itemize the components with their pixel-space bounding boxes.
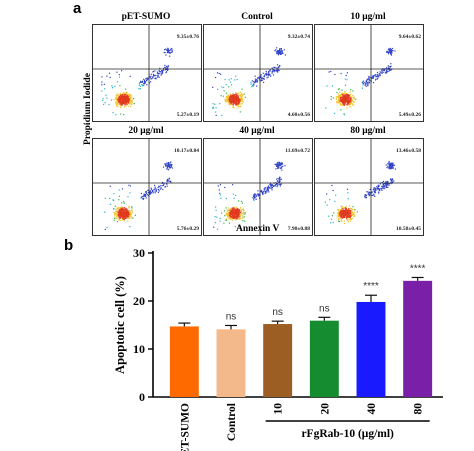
panel-b-letter: b [64,237,74,254]
bar [356,301,386,397]
facs-plot: 9.35±0.76 5.27±0.19 [92,24,202,122]
facs-plot-title: 20 μg/ml [128,126,164,136]
quadrant-early-apoptosis-value: 5.27±0.19 [176,112,199,118]
quadrant-late-apoptosis-value: 9.64±0.62 [398,34,421,40]
category-label: 20 [319,403,331,415]
category-label: 10 [273,403,285,415]
facs-plot: 9.64±0.62 5.49±0.26 [314,24,424,122]
facs-plot: 9.32±0.74 4.60±0.56 [203,24,313,122]
facs-plot: 13.46±0.58 10.58±0.45 [314,138,424,236]
significance-label: ns [319,303,330,314]
y-tick-label: 30 [133,246,145,260]
quadrant-late-apoptosis-value: 11.69±0.72 [285,148,310,154]
quadrant-late-apoptosis-value: 13.46±0.58 [395,148,421,154]
category-label: 80 [413,403,425,415]
category-label: pET-SUMO [179,403,191,451]
category-label: Control [226,403,238,441]
facs-plot-title: pET-SUMO [121,12,171,22]
panel-a-letter: a [73,0,82,17]
facs-plot-title: 80 μg/ml [350,126,386,136]
quadrant-late-apoptosis-value: 9.32±0.74 [287,34,310,40]
facs-plot-title: 40 μg/ml [239,126,275,136]
bar [309,320,339,397]
facs-dot-plot [204,25,312,121]
bar [403,280,433,397]
facs-dot-plot [315,25,423,121]
significance-label: ns [272,307,283,318]
facs-dot-plot [204,139,312,235]
quadrant-early-apoptosis-value: 10.58±0.45 [395,226,421,232]
facs-plot-title: Control [241,12,273,22]
facs-dot-plot [93,25,201,121]
significance-label: ns [226,311,237,322]
bar [169,326,199,397]
group-label: rFgRab-10 (μg/ml) [301,428,394,440]
y-axis-label: Apoptotic cell (%) [113,276,127,374]
quadrant-early-apoptosis-value: 7.90±0.88 [287,226,310,232]
bar [216,329,246,397]
facs-plot-title: 10 μg/ml [350,12,386,22]
quadrant-late-apoptosis-value: 9.35±0.76 [176,34,199,40]
y-tick-label: 0 [139,390,145,404]
facs-x-axis-label: Annexin V [236,224,280,234]
quadrant-late-apoptosis-value: 10.17±0.84 [173,148,199,154]
facs-dot-plot [93,139,201,235]
facs-plot: 11.69±0.72 7.90±0.88 [203,138,313,236]
significance-label: **** [363,281,379,292]
category-label: 40 [366,403,378,415]
y-tick-label: 20 [133,294,145,308]
facs-plot: 10.17±0.84 5.76±0.29 [92,138,202,236]
y-tick-label: 10 [133,342,145,356]
facs-dot-plot [315,139,423,235]
quadrant-early-apoptosis-value: 5.49±0.26 [398,112,421,118]
significance-label: **** [410,263,426,274]
quadrant-early-apoptosis-value: 4.60±0.56 [287,112,310,118]
quadrant-early-apoptosis-value: 5.76±0.29 [176,226,199,232]
bar [263,324,293,397]
